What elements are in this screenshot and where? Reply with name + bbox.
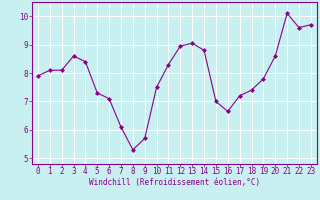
X-axis label: Windchill (Refroidissement éolien,°C): Windchill (Refroidissement éolien,°C) <box>89 178 260 187</box>
